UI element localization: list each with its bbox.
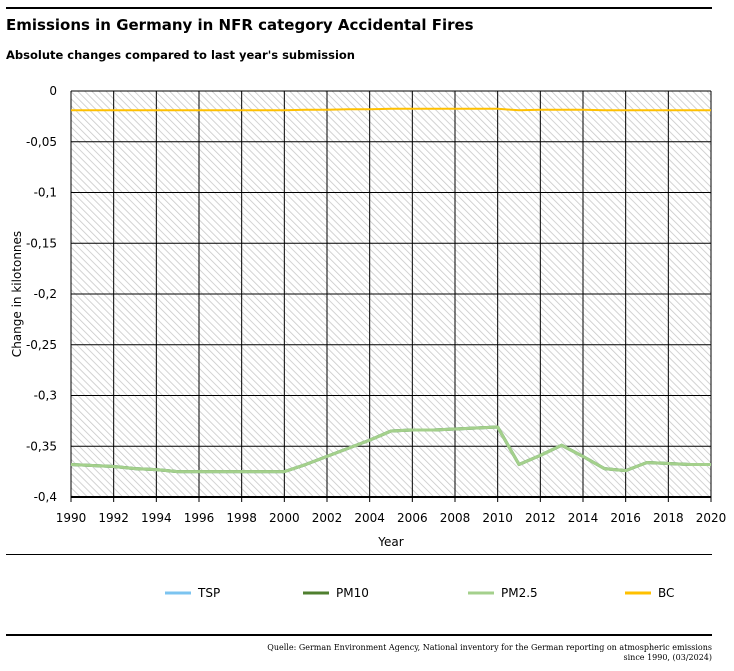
legend-label: TSP: [197, 586, 220, 600]
source-note: Quelle: German Environment Agency, Natio…: [267, 643, 712, 663]
y-axis-title: Change in kilotonnes: [10, 231, 24, 357]
top-rule: [6, 7, 712, 9]
x-tick-label: 2008: [440, 511, 471, 525]
x-tick-label: 2018: [653, 511, 684, 525]
chart-title: Emissions in Germany in NFR category Acc…: [6, 16, 474, 34]
x-tick-label: 2006: [397, 511, 428, 525]
y-tick-label: -0,1: [34, 186, 57, 200]
x-tick-label: 1994: [141, 511, 172, 525]
y-tick-label: -0,3: [34, 389, 57, 403]
source-line-1: Quelle: German Environment Agency, Natio…: [267, 643, 712, 652]
y-tick-label: -0,2: [34, 287, 57, 301]
y-tick-label: 0: [49, 84, 57, 98]
line-chart: 0 -0,05 -0,1 -0,15 -0,2 -0,25 -0,3 -0,35 -0,4 199…: [10, 84, 727, 600]
x-tick-label: 2016: [610, 511, 641, 525]
x-tick-label: 2010: [482, 511, 513, 525]
series-line-bc: [71, 107, 711, 112]
source-line-2: since 1990, (03/2024): [623, 653, 713, 662]
y-tick-label: -0,35: [26, 439, 57, 453]
y-tick-label: -0,4: [34, 490, 57, 504]
x-tick-label: 1992: [98, 511, 129, 525]
x-tick-label: 2004: [354, 511, 385, 525]
y-tick-label: -0,05: [26, 135, 57, 149]
y-tick-label: -0,25: [26, 338, 57, 352]
x-tick-label: 2012: [525, 511, 556, 525]
series-line-pm25: [70, 425, 711, 474]
y-tick-label: -0,15: [26, 236, 57, 250]
legend-label: PM2.5: [501, 586, 538, 600]
x-tick-label: 1998: [226, 511, 257, 525]
x-tick-label: 1996: [184, 511, 215, 525]
x-tick-label: 1990: [56, 511, 87, 525]
x-tick-label: 2020: [696, 511, 727, 525]
x-tick-label: 2000: [269, 511, 300, 525]
x-tick-label: 2014: [568, 511, 599, 525]
legend-label: PM10: [336, 586, 369, 600]
bottom-rule: [6, 634, 712, 636]
x-tick-label: 2002: [312, 511, 343, 525]
legend-label: BC: [658, 586, 674, 600]
legend-rule-top: [6, 554, 712, 555]
x-axis-title: Year: [377, 535, 403, 549]
chart-subtitle: Absolute changes compared to last year's…: [6, 48, 355, 62]
